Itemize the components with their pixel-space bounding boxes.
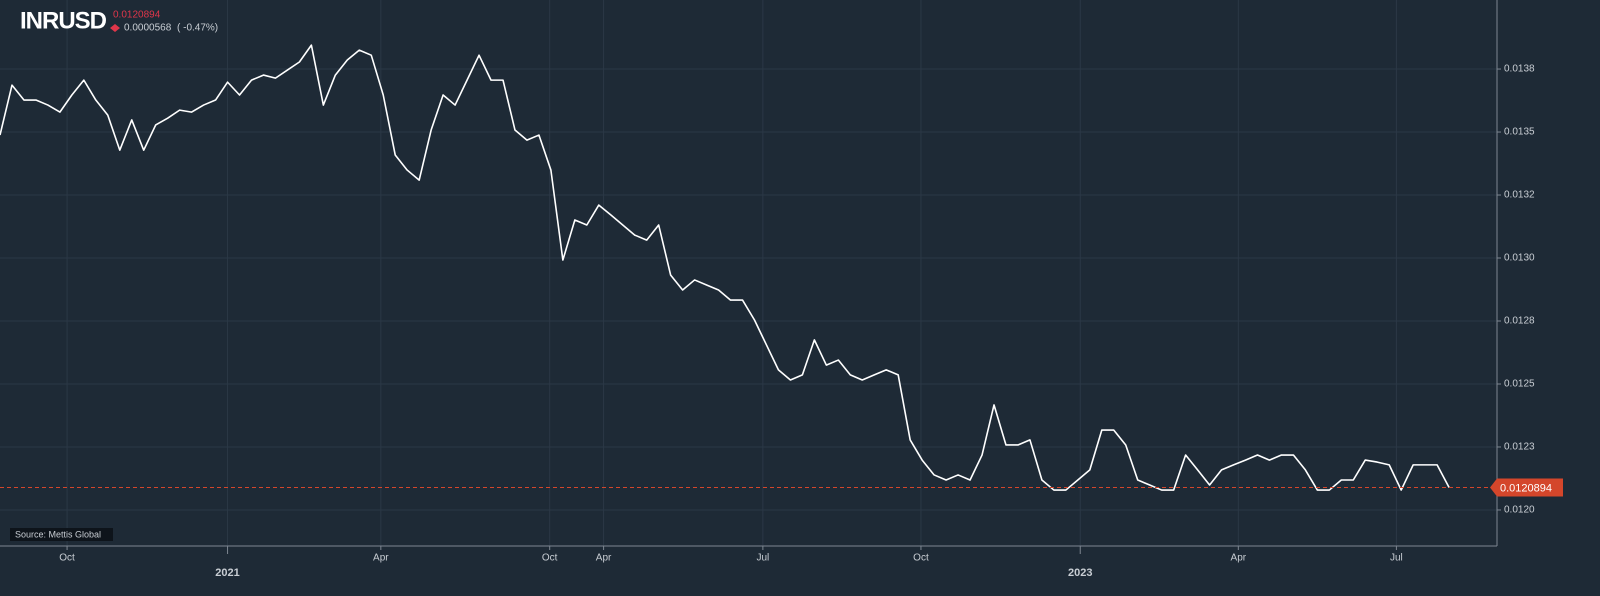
y-tick-label: 0.0138 [1504, 64, 1535, 75]
plot [0, 44, 1497, 491]
x-tick-label: Jul [756, 553, 769, 564]
x-tick-label: Oct [542, 553, 558, 564]
price-line [0, 44, 1450, 491]
x-tick-label: Jul [1390, 553, 1403, 564]
x-tick-label: Apr [373, 553, 389, 564]
y-tick-label: 0.0120 [1504, 505, 1535, 516]
down-icon [110, 24, 120, 32]
chart-title: INRUSD [20, 7, 107, 34]
y-tick-label: 0.0125 [1504, 379, 1535, 390]
y-tick-label: 0.0128 [1504, 316, 1535, 327]
y-tick-label: 0.0132 [1504, 190, 1535, 201]
source: Source: Mettis Global [15, 529, 101, 539]
x-tick-label: 2021 [215, 567, 239, 579]
last-price: 0.0120894 [113, 10, 161, 21]
change-percent: ( -0.47%) [177, 23, 218, 34]
x-tick-label: Apr [596, 553, 612, 564]
grid [0, 0, 1497, 546]
last-price-tag [1490, 478, 1563, 497]
y-tick-label: 0.0135 [1504, 127, 1535, 138]
x-tick-label: Apr [1231, 553, 1247, 564]
last-price-tag-label: 0.0120894 [1500, 482, 1552, 494]
y-tick-label: 0.0130 [1504, 253, 1535, 264]
x-tick-label: 2023 [1068, 567, 1092, 579]
change: 0.0000568 [124, 23, 172, 34]
y-tick-label: 0.0123 [1504, 442, 1535, 453]
x-tick-label: Oct [913, 553, 929, 564]
source-box [10, 528, 113, 541]
x-tick-label: Oct [59, 553, 75, 564]
